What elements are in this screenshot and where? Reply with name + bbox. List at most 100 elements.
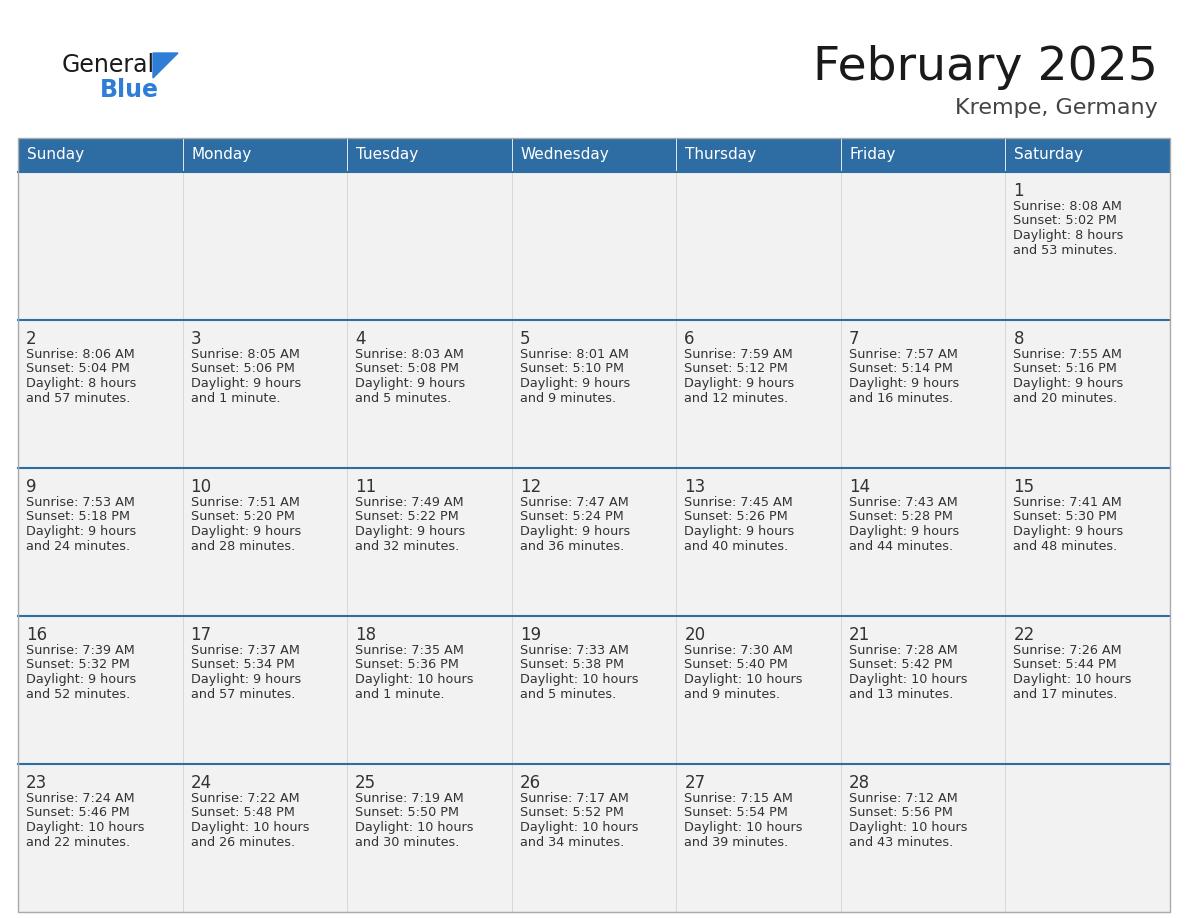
Text: and 40 minutes.: and 40 minutes. <box>684 540 789 553</box>
Text: 17: 17 <box>190 626 211 644</box>
Text: Sunrise: 7:39 AM: Sunrise: 7:39 AM <box>26 644 134 657</box>
Text: Sunset: 5:16 PM: Sunset: 5:16 PM <box>1013 363 1117 375</box>
Text: 14: 14 <box>849 478 870 496</box>
Bar <box>18 468 183 616</box>
Text: Sunset: 5:46 PM: Sunset: 5:46 PM <box>26 807 129 820</box>
Text: Daylight: 9 hours: Daylight: 9 hours <box>190 377 301 390</box>
Text: Sunrise: 7:37 AM: Sunrise: 7:37 AM <box>190 644 299 657</box>
Text: Daylight: 8 hours: Daylight: 8 hours <box>1013 229 1124 242</box>
Text: and 44 minutes.: and 44 minutes. <box>849 540 953 553</box>
Text: and 26 minutes.: and 26 minutes. <box>190 835 295 848</box>
Bar <box>841 172 1005 320</box>
Text: and 39 minutes.: and 39 minutes. <box>684 835 789 848</box>
Text: Saturday: Saturday <box>1015 148 1083 162</box>
Text: and 36 minutes.: and 36 minutes. <box>519 540 624 553</box>
Text: and 43 minutes.: and 43 minutes. <box>849 835 953 848</box>
Text: Sunset: 5:08 PM: Sunset: 5:08 PM <box>355 363 459 375</box>
Text: Thursday: Thursday <box>685 148 757 162</box>
Text: and 57 minutes.: and 57 minutes. <box>190 688 295 700</box>
Text: Daylight: 9 hours: Daylight: 9 hours <box>26 673 137 686</box>
Text: 25: 25 <box>355 774 377 792</box>
Bar <box>183 616 347 764</box>
Text: Sunset: 5:50 PM: Sunset: 5:50 PM <box>355 807 459 820</box>
Text: 6: 6 <box>684 330 695 348</box>
Text: Sunrise: 7:59 AM: Sunrise: 7:59 AM <box>684 348 794 361</box>
Text: Daylight: 9 hours: Daylight: 9 hours <box>1013 525 1124 538</box>
Text: and 16 minutes.: and 16 minutes. <box>849 391 953 405</box>
Bar <box>676 172 841 320</box>
Text: 13: 13 <box>684 478 706 496</box>
Text: Sunrise: 7:17 AM: Sunrise: 7:17 AM <box>519 792 628 805</box>
Text: Sunset: 5:32 PM: Sunset: 5:32 PM <box>26 658 129 671</box>
Text: and 9 minutes.: and 9 minutes. <box>684 688 781 700</box>
Text: and 53 minutes.: and 53 minutes. <box>1013 243 1118 256</box>
Bar <box>183 468 347 616</box>
Text: Sunrise: 8:06 AM: Sunrise: 8:06 AM <box>26 348 134 361</box>
Bar <box>183 172 347 320</box>
Text: 5: 5 <box>519 330 530 348</box>
Text: Sunset: 5:02 PM: Sunset: 5:02 PM <box>1013 215 1117 228</box>
Bar <box>347 764 512 912</box>
Text: Daylight: 10 hours: Daylight: 10 hours <box>519 821 638 834</box>
Text: 4: 4 <box>355 330 366 348</box>
Text: February 2025: February 2025 <box>813 46 1158 91</box>
Text: Sunrise: 8:03 AM: Sunrise: 8:03 AM <box>355 348 465 361</box>
Bar <box>676 320 841 468</box>
Text: Daylight: 9 hours: Daylight: 9 hours <box>355 525 466 538</box>
Bar <box>347 138 512 172</box>
Text: Daylight: 10 hours: Daylight: 10 hours <box>519 673 638 686</box>
Text: Sunrise: 7:43 AM: Sunrise: 7:43 AM <box>849 496 958 509</box>
Text: General: General <box>62 53 156 77</box>
Text: Daylight: 10 hours: Daylight: 10 hours <box>26 821 145 834</box>
Bar <box>18 616 183 764</box>
Text: and 22 minutes.: and 22 minutes. <box>26 835 131 848</box>
Text: 16: 16 <box>26 626 48 644</box>
Text: and 17 minutes.: and 17 minutes. <box>1013 688 1118 700</box>
Bar <box>512 616 676 764</box>
Text: Sunrise: 7:22 AM: Sunrise: 7:22 AM <box>190 792 299 805</box>
Text: Sunrise: 7:26 AM: Sunrise: 7:26 AM <box>1013 644 1121 657</box>
Text: Sunrise: 7:49 AM: Sunrise: 7:49 AM <box>355 496 463 509</box>
Text: Sunset: 5:14 PM: Sunset: 5:14 PM <box>849 363 953 375</box>
Text: 19: 19 <box>519 626 541 644</box>
Text: Daylight: 9 hours: Daylight: 9 hours <box>26 525 137 538</box>
Bar <box>18 172 183 320</box>
Text: Sunrise: 8:05 AM: Sunrise: 8:05 AM <box>190 348 299 361</box>
Bar <box>841 764 1005 912</box>
Text: and 48 minutes.: and 48 minutes. <box>1013 540 1118 553</box>
Text: Sunrise: 7:33 AM: Sunrise: 7:33 AM <box>519 644 628 657</box>
Text: Sunset: 5:12 PM: Sunset: 5:12 PM <box>684 363 788 375</box>
Text: Sunset: 5:10 PM: Sunset: 5:10 PM <box>519 363 624 375</box>
Text: Sunset: 5:36 PM: Sunset: 5:36 PM <box>355 658 459 671</box>
Bar <box>18 320 183 468</box>
Text: Sunset: 5:04 PM: Sunset: 5:04 PM <box>26 363 129 375</box>
Text: Sunset: 5:44 PM: Sunset: 5:44 PM <box>1013 658 1117 671</box>
Text: 1: 1 <box>1013 182 1024 200</box>
Text: and 24 minutes.: and 24 minutes. <box>26 540 131 553</box>
Text: Krempe, Germany: Krempe, Germany <box>955 98 1158 118</box>
Bar <box>1005 764 1170 912</box>
Text: and 32 minutes.: and 32 minutes. <box>355 540 460 553</box>
Bar <box>1005 616 1170 764</box>
Bar <box>1005 468 1170 616</box>
Text: 21: 21 <box>849 626 870 644</box>
Text: 7: 7 <box>849 330 859 348</box>
Text: Sunrise: 8:08 AM: Sunrise: 8:08 AM <box>1013 200 1123 213</box>
Text: Sunrise: 7:19 AM: Sunrise: 7:19 AM <box>355 792 463 805</box>
Text: Daylight: 9 hours: Daylight: 9 hours <box>519 377 630 390</box>
Text: Sunrise: 7:47 AM: Sunrise: 7:47 AM <box>519 496 628 509</box>
Text: Sunset: 5:22 PM: Sunset: 5:22 PM <box>355 510 459 523</box>
Text: Sunset: 5:48 PM: Sunset: 5:48 PM <box>190 807 295 820</box>
Text: Sunset: 5:54 PM: Sunset: 5:54 PM <box>684 807 788 820</box>
Text: and 1 minute.: and 1 minute. <box>355 688 444 700</box>
Bar <box>183 764 347 912</box>
Bar <box>18 764 183 912</box>
Text: 20: 20 <box>684 626 706 644</box>
Text: Sunrise: 7:30 AM: Sunrise: 7:30 AM <box>684 644 794 657</box>
Bar <box>676 616 841 764</box>
Text: Sunrise: 7:12 AM: Sunrise: 7:12 AM <box>849 792 958 805</box>
Text: Sunrise: 7:15 AM: Sunrise: 7:15 AM <box>684 792 794 805</box>
Text: and 5 minutes.: and 5 minutes. <box>519 688 615 700</box>
Bar <box>183 320 347 468</box>
Bar <box>841 138 1005 172</box>
